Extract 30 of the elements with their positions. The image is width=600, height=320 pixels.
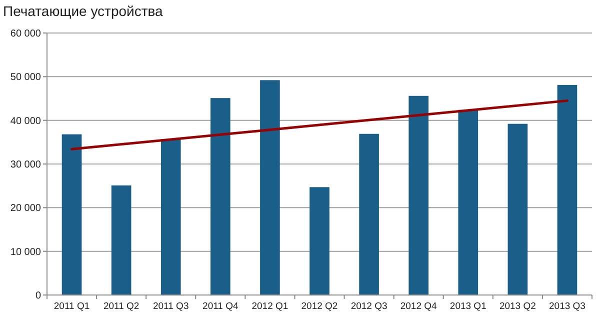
bar <box>62 134 82 295</box>
x-tick-label: 2012 Q1 <box>252 301 288 312</box>
y-tick-label: 50 000 <box>10 72 42 84</box>
x-tick-label: 2013 Q3 <box>549 301 586 312</box>
x-tick-label: 2013 Q1 <box>450 301 486 312</box>
y-tick-label: 40 000 <box>10 116 42 127</box>
bar <box>359 134 379 295</box>
y-tick-label: 20 000 <box>10 203 42 214</box>
bar <box>508 124 528 295</box>
bar <box>408 96 428 295</box>
y-tick-label: 0 <box>35 290 42 302</box>
bar <box>557 84 578 295</box>
x-tick-label: 2011 Q1 <box>54 301 90 312</box>
x-tick-label: 2012 Q4 <box>400 301 437 312</box>
x-tick-label: 2011 Q4 <box>202 301 238 312</box>
chart-title: Печатающие устройства <box>3 3 164 19</box>
x-tick-label: 2012 Q2 <box>301 301 338 312</box>
bar <box>111 185 132 295</box>
x-tick-label: 2011 Q3 <box>152 301 189 312</box>
x-tick-label: 2011 Q2 <box>103 301 140 312</box>
bar <box>210 98 230 295</box>
bar <box>260 80 280 295</box>
bar <box>310 187 330 295</box>
x-tick-label: 2012 Q3 <box>350 301 388 312</box>
y-tick-label: 10 000 <box>10 246 42 258</box>
bar <box>458 110 478 295</box>
y-tick-label: 60 000 <box>10 28 42 40</box>
x-tick-label: 2013 Q2 <box>499 301 536 312</box>
y-tick-label: 30 000 <box>10 160 42 170</box>
bar <box>160 139 181 295</box>
